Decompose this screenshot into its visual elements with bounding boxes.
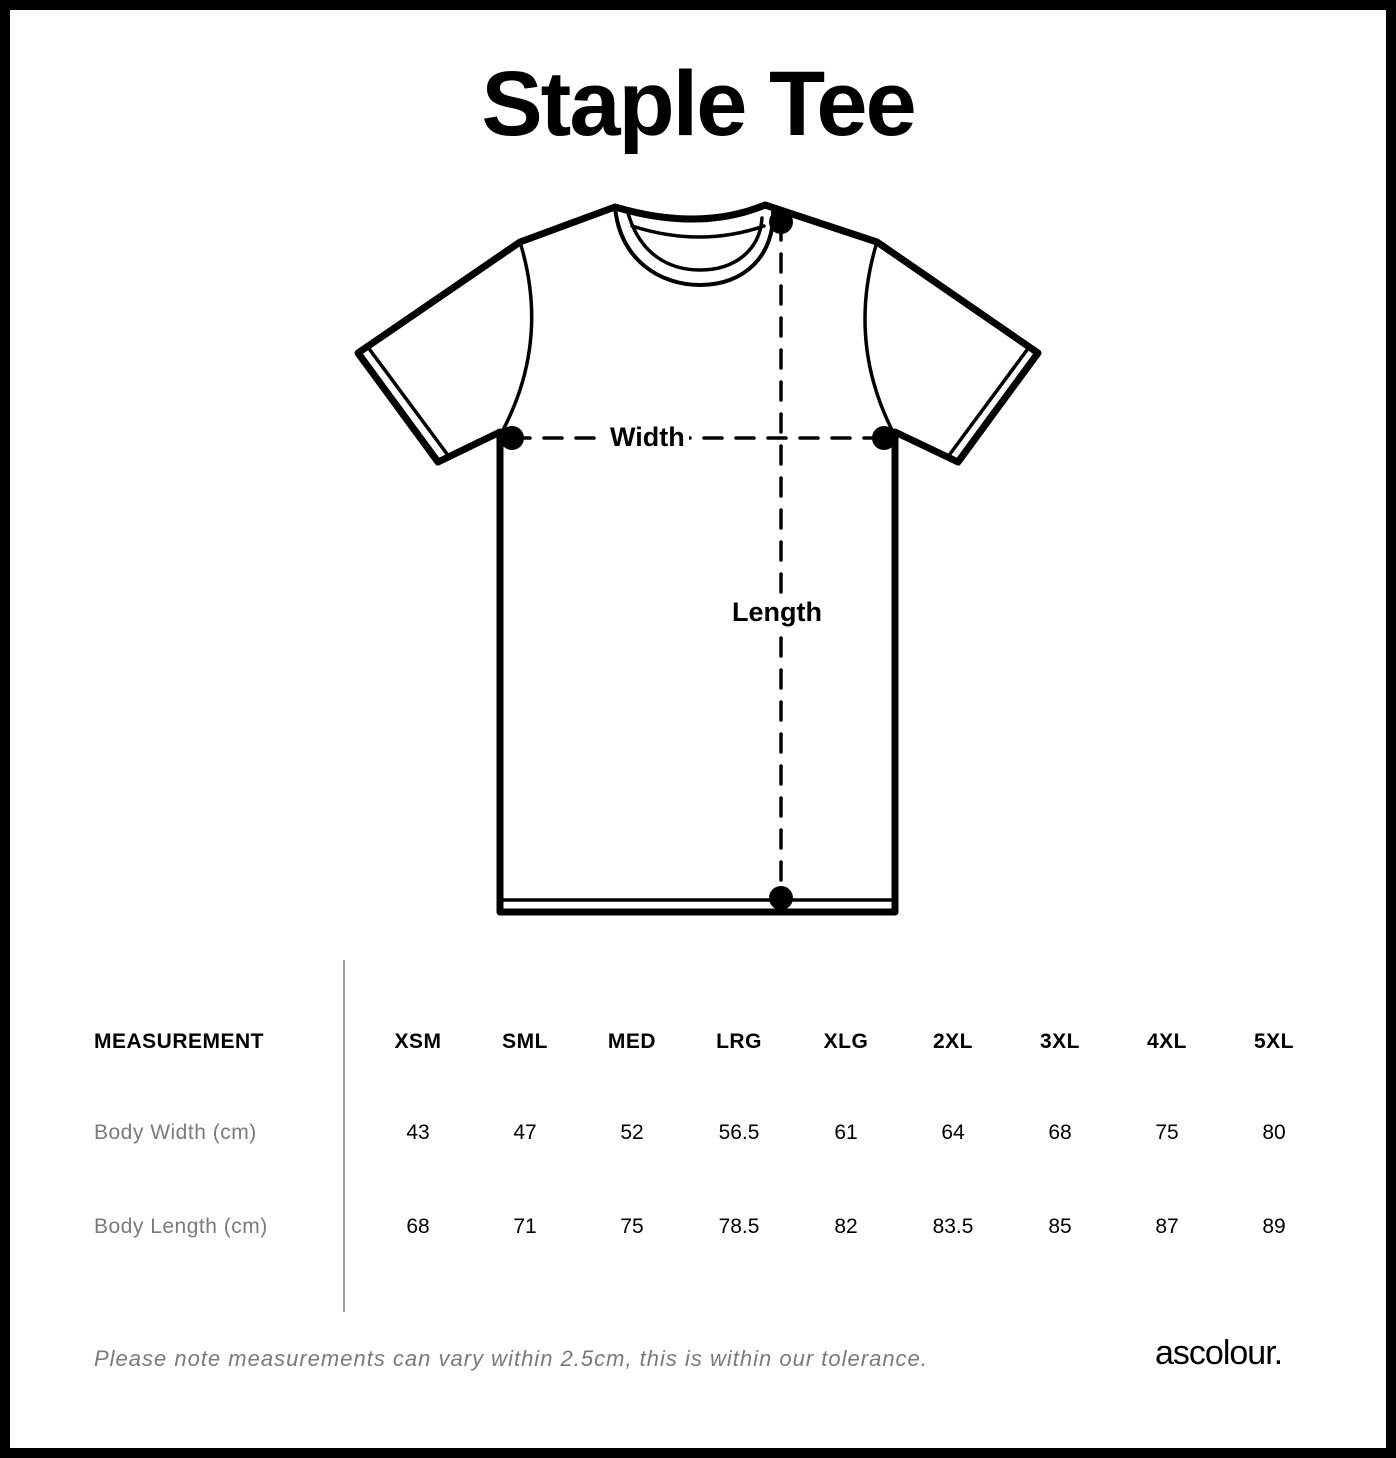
tolerance-note: Please note measurements can vary within… <box>94 1346 928 1371</box>
table-cell: 75 <box>620 1215 644 1238</box>
table-cell: 64 <box>941 1121 965 1144</box>
row-label: Body Width (cm) <box>94 1121 257 1144</box>
left-sleeve-seam <box>501 240 534 432</box>
row-label: Body Length (cm) <box>94 1215 268 1238</box>
width-label: Width <box>606 422 689 453</box>
table-cell: 82 <box>834 1215 858 1238</box>
right-sleeve-hem <box>945 348 1029 460</box>
table-cell: 68 <box>1048 1121 1072 1144</box>
size-header: 2XL <box>932 1030 973 1053</box>
size-header: SML <box>502 1030 548 1053</box>
collar-inner <box>626 211 764 272</box>
width-point-right <box>872 426 896 450</box>
table-cell: 56.5 <box>718 1121 760 1144</box>
collar-outer <box>613 205 776 287</box>
table-cell: 87 <box>1155 1215 1179 1238</box>
table-cell: 75 <box>1155 1121 1179 1144</box>
table-cell: 85 <box>1048 1215 1072 1238</box>
length-point-bottom <box>769 886 793 910</box>
size-header: 3XL <box>1039 1030 1080 1053</box>
right-sleeve-seam <box>863 240 894 432</box>
table-cell: 68 <box>406 1215 430 1238</box>
table-cell: 71 <box>513 1215 537 1238</box>
tee-outline <box>354 201 1042 916</box>
brand-logo: ascolour. <box>1155 1334 1283 1372</box>
width-point-left <box>500 426 524 450</box>
page-title: Staple Tee <box>481 53 916 155</box>
table-cell: 78.5 <box>718 1215 760 1238</box>
table-cell: 83.5 <box>932 1215 974 1238</box>
size-header: XLG <box>823 1030 869 1053</box>
table-cell: 61 <box>834 1121 858 1144</box>
length-point-top <box>769 210 793 234</box>
size-header: XSM <box>394 1030 442 1053</box>
table-cell: 89 <box>1262 1215 1286 1238</box>
size-header: 5XL <box>1253 1030 1294 1053</box>
size-header: 4XL <box>1146 1030 1187 1053</box>
size-header: MED <box>607 1030 657 1053</box>
size-header: LRG <box>716 1030 762 1053</box>
collar-back <box>630 224 766 239</box>
table-cell: 52 <box>620 1121 644 1144</box>
length-label: Length <box>728 597 826 628</box>
measurement-header: MEASUREMENT <box>94 1030 265 1053</box>
table-cell: 47 <box>513 1121 537 1144</box>
table-cell: 80 <box>1262 1121 1286 1144</box>
left-sleeve-hem <box>368 348 452 460</box>
table-cell: 43 <box>406 1121 430 1144</box>
table-divider <box>343 960 345 1312</box>
